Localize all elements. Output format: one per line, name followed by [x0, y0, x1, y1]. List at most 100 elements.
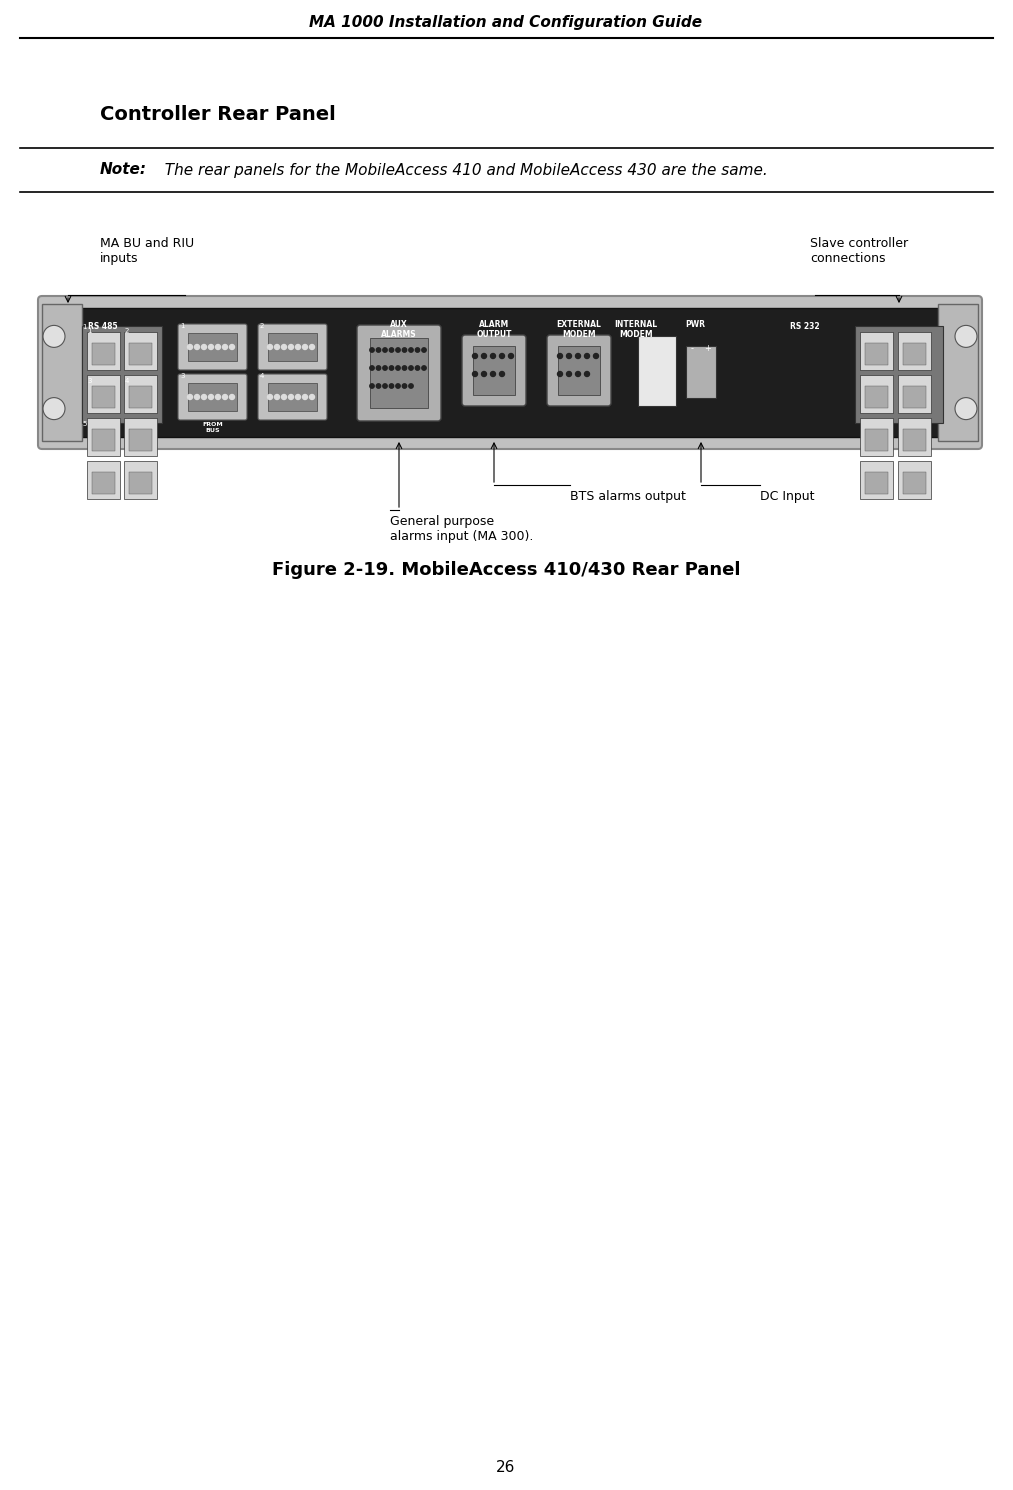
- Bar: [898, 460, 931, 499]
- Bar: [860, 419, 893, 456]
- Circle shape: [383, 384, 387, 389]
- Circle shape: [376, 384, 381, 389]
- Circle shape: [389, 384, 394, 389]
- Circle shape: [389, 367, 394, 370]
- Circle shape: [267, 395, 272, 399]
- Text: 5: 5: [82, 422, 86, 428]
- Bar: [558, 346, 600, 395]
- Text: 3: 3: [87, 378, 91, 384]
- Bar: [370, 338, 428, 408]
- Text: 1: 1: [180, 323, 184, 329]
- Circle shape: [267, 344, 272, 350]
- Bar: [473, 346, 515, 395]
- Circle shape: [396, 367, 400, 370]
- Circle shape: [585, 371, 590, 377]
- Text: ALARM
OUTPUT: ALARM OUTPUT: [476, 320, 512, 340]
- Bar: [87, 375, 120, 413]
- Circle shape: [575, 371, 580, 377]
- Circle shape: [402, 367, 406, 370]
- Circle shape: [303, 344, 308, 350]
- Bar: [268, 332, 317, 361]
- Circle shape: [202, 395, 207, 399]
- Circle shape: [396, 384, 400, 389]
- Bar: [188, 383, 237, 411]
- Bar: [903, 472, 926, 495]
- Circle shape: [209, 395, 214, 399]
- Circle shape: [402, 347, 406, 352]
- Text: 4: 4: [125, 378, 130, 384]
- Bar: [124, 375, 157, 413]
- FancyBboxPatch shape: [38, 297, 982, 448]
- Circle shape: [409, 347, 413, 352]
- Bar: [124, 460, 157, 499]
- Circle shape: [409, 367, 413, 370]
- Circle shape: [230, 395, 234, 399]
- Text: 4: 4: [260, 372, 264, 378]
- Text: General purpose
alarms input (MA 300).: General purpose alarms input (MA 300).: [390, 516, 534, 542]
- Circle shape: [275, 395, 280, 399]
- Circle shape: [490, 371, 495, 377]
- Circle shape: [289, 395, 294, 399]
- Circle shape: [409, 384, 413, 389]
- Text: BTS alarms output: BTS alarms output: [570, 490, 686, 504]
- FancyBboxPatch shape: [357, 325, 441, 422]
- Circle shape: [594, 353, 599, 359]
- Bar: [42, 304, 82, 441]
- Circle shape: [275, 344, 280, 350]
- Circle shape: [370, 384, 374, 389]
- Text: RS 232: RS 232: [790, 322, 820, 331]
- Text: +: +: [705, 344, 711, 353]
- Text: Controller Rear Panel: Controller Rear Panel: [100, 106, 335, 125]
- Circle shape: [383, 367, 387, 370]
- FancyBboxPatch shape: [178, 374, 247, 420]
- Bar: [865, 429, 888, 451]
- Circle shape: [566, 353, 571, 359]
- Text: INTERNAL
MODEM: INTERNAL MODEM: [615, 320, 657, 340]
- Bar: [860, 332, 893, 370]
- Circle shape: [481, 353, 486, 359]
- Circle shape: [370, 347, 374, 352]
- Text: Figure 2-19. MobileAccess 410/430 Rear Panel: Figure 2-19. MobileAccess 410/430 Rear P…: [271, 562, 741, 580]
- Bar: [865, 343, 888, 365]
- Circle shape: [187, 344, 192, 350]
- Bar: [87, 332, 120, 370]
- Bar: [124, 332, 157, 370]
- Bar: [855, 326, 943, 423]
- Circle shape: [296, 395, 301, 399]
- Circle shape: [955, 398, 977, 420]
- Circle shape: [223, 344, 228, 350]
- Circle shape: [415, 347, 419, 352]
- Circle shape: [499, 371, 504, 377]
- Bar: [92, 429, 115, 451]
- Circle shape: [585, 353, 590, 359]
- Circle shape: [303, 395, 308, 399]
- Text: The rear panels for the MobileAccess 410 and MobileAccess 430 are the same.: The rear panels for the MobileAccess 410…: [155, 162, 768, 177]
- Text: 1: 1: [87, 328, 91, 334]
- Bar: [60, 308, 960, 437]
- Circle shape: [216, 344, 221, 350]
- Bar: [82, 326, 162, 423]
- Text: -: -: [691, 344, 694, 353]
- Circle shape: [310, 395, 314, 399]
- Bar: [129, 429, 152, 451]
- Circle shape: [499, 353, 504, 359]
- Bar: [903, 386, 926, 408]
- Circle shape: [490, 353, 495, 359]
- Text: DC Input: DC Input: [760, 490, 814, 504]
- Circle shape: [472, 371, 477, 377]
- Circle shape: [557, 371, 562, 377]
- Circle shape: [43, 325, 65, 347]
- Circle shape: [389, 347, 394, 352]
- Circle shape: [557, 353, 562, 359]
- Bar: [129, 343, 152, 365]
- Circle shape: [216, 395, 221, 399]
- Circle shape: [310, 344, 314, 350]
- Bar: [129, 386, 152, 408]
- FancyBboxPatch shape: [547, 335, 611, 405]
- Bar: [92, 343, 115, 365]
- Bar: [124, 419, 157, 456]
- Circle shape: [402, 384, 406, 389]
- Circle shape: [376, 367, 381, 370]
- FancyBboxPatch shape: [178, 323, 247, 370]
- Text: MA 1000 Installation and Configuration Guide: MA 1000 Installation and Configuration G…: [309, 15, 703, 30]
